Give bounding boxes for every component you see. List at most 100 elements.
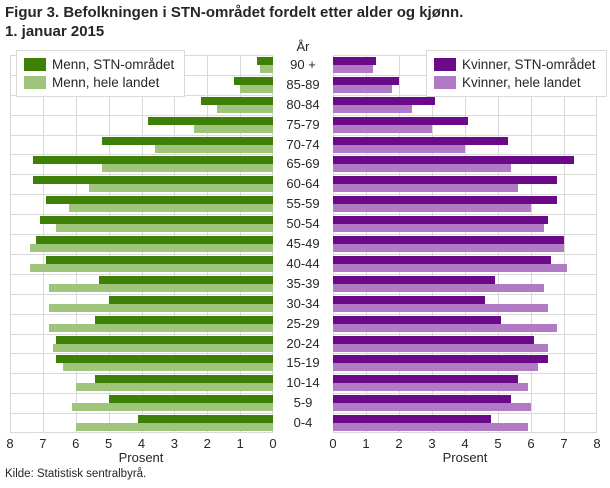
x-tick-8: 8 [6, 436, 14, 451]
bar-kvinner_land-40-44[interactable] [333, 264, 568, 272]
legend-menn: Menn, STN-området Menn, hele landet [16, 50, 186, 97]
bar-menn_stn-55-59[interactable] [46, 196, 273, 204]
bar-kvinner_land-25-29[interactable] [333, 324, 558, 332]
bar-kvinner_land-80-84[interactable] [333, 105, 413, 113]
bar-menn_stn-85-89[interactable] [233, 77, 273, 85]
bar-menn_stn-5-9[interactable] [108, 395, 273, 403]
bar-kvinner_land-90+[interactable] [333, 65, 373, 73]
kvinner-plot-area [333, 55, 597, 433]
bar-kvinner_land-85-89[interactable] [333, 85, 393, 93]
bar-menn_stn-40-44[interactable] [46, 256, 273, 264]
bar-kvinner_land-70-74[interactable] [333, 145, 465, 153]
gridline-vertical [564, 55, 565, 433]
gridline-horizontal [333, 194, 597, 195]
bar-kvinner_land-35-39[interactable] [333, 284, 545, 292]
bar-kvinner_land-30-34[interactable] [333, 304, 548, 312]
bar-menn_land-35-39[interactable] [49, 284, 273, 292]
bar-menn_stn-0-4[interactable] [138, 415, 273, 423]
bar-menn_stn-90+[interactable] [256, 57, 273, 65]
bar-menn_land-45-49[interactable] [29, 244, 273, 252]
x-ticks-kvinner: 0 1 2 3 4 5 6 7 8 [329, 436, 600, 452]
bar-kvinner_land-45-49[interactable] [333, 244, 564, 252]
x-tick-1: 1 [236, 436, 244, 451]
bar-menn_land-25-29[interactable] [49, 324, 273, 332]
bar-menn_land-15-19[interactable] [62, 363, 273, 371]
bar-menn_land-55-59[interactable] [69, 204, 273, 212]
bar-menn_land-10-14[interactable] [75, 383, 273, 391]
bar-kvinner_stn-5-9[interactable] [333, 395, 512, 403]
gridline-horizontal [10, 135, 273, 136]
bar-menn_stn-20-24[interactable] [56, 336, 273, 344]
bar-menn_stn-10-14[interactable] [95, 375, 273, 383]
bar-menn_land-85-89[interactable] [240, 85, 273, 93]
bar-menn_land-0-4[interactable] [75, 423, 273, 431]
x-tick-4: 4 [461, 436, 469, 451]
bar-kvinner_stn-35-39[interactable] [333, 276, 495, 284]
legend-label-kvinner-stn: Kvinner, STN-området [462, 56, 596, 72]
age-label-60-64: 60-64 [286, 176, 320, 191]
bar-kvinner_stn-55-59[interactable] [333, 196, 558, 204]
bar-kvinner_land-20-24[interactable] [333, 344, 548, 352]
bar-menn_land-90+[interactable] [259, 65, 273, 73]
bar-kvinner_stn-90+[interactable] [333, 57, 376, 65]
bar-menn_land-50-54[interactable] [56, 224, 273, 232]
bar-menn_land-60-64[interactable] [88, 184, 273, 192]
bar-menn_land-5-9[interactable] [72, 403, 273, 411]
x-tick-2: 2 [395, 436, 403, 451]
bar-menn_land-65-69[interactable] [102, 164, 273, 172]
bar-kvinner_stn-75-79[interactable] [333, 117, 469, 125]
bar-kvinner_stn-40-44[interactable] [333, 256, 551, 264]
bar-menn_stn-60-64[interactable] [33, 176, 273, 184]
bar-kvinner_stn-50-54[interactable] [333, 216, 548, 224]
bar-kvinner_stn-45-49[interactable] [333, 236, 564, 244]
bar-menn_stn-30-34[interactable] [108, 296, 273, 304]
bar-kvinner_stn-85-89[interactable] [333, 77, 399, 85]
bar-menn_stn-35-39[interactable] [98, 276, 273, 284]
bar-menn_land-70-74[interactable] [154, 145, 273, 153]
bar-kvinner_land-65-69[interactable] [333, 164, 512, 172]
bar-kvinner_stn-15-19[interactable] [333, 355, 548, 363]
bar-menn_stn-65-69[interactable] [33, 156, 273, 164]
bar-kvinner_stn-20-24[interactable] [333, 336, 535, 344]
bar-kvinner_stn-60-64[interactable] [333, 176, 558, 184]
bar-kvinner_stn-65-69[interactable] [333, 156, 574, 164]
age-label-90+: 90 + [290, 57, 316, 72]
bar-kvinner_land-50-54[interactable] [333, 224, 545, 232]
bar-menn_stn-75-79[interactable] [148, 117, 273, 125]
bar-kvinner_land-10-14[interactable] [333, 383, 528, 391]
bar-menn_stn-50-54[interactable] [39, 216, 273, 224]
bar-kvinner_land-0-4[interactable] [333, 423, 528, 431]
bar-kvinner_land-55-59[interactable] [333, 204, 531, 212]
bar-kvinner_land-15-19[interactable] [333, 363, 538, 371]
bar-kvinner_land-75-79[interactable] [333, 125, 432, 133]
bar-menn_stn-45-49[interactable] [36, 236, 273, 244]
bar-menn_stn-80-84[interactable] [200, 97, 273, 105]
x-tick-6: 6 [527, 436, 535, 451]
bar-kvinner_land-60-64[interactable] [333, 184, 518, 192]
age-label-85-89: 85-89 [286, 77, 320, 92]
age-label-25-29: 25-29 [286, 316, 320, 331]
chart-title-line1: Figur 3. Befolkningen i STN-området ford… [5, 4, 464, 21]
bar-menn_stn-70-74[interactable] [102, 137, 273, 145]
bar-menn_land-20-24[interactable] [52, 344, 273, 352]
bar-menn_land-80-84[interactable] [217, 105, 273, 113]
bar-kvinner_stn-30-34[interactable] [333, 296, 485, 304]
age-label-15-19: 15-19 [286, 355, 320, 370]
bar-menn_land-40-44[interactable] [29, 264, 273, 272]
bar-kvinner_stn-0-4[interactable] [333, 415, 492, 423]
x-tick-3: 3 [428, 436, 436, 451]
bar-kvinner_stn-70-74[interactable] [333, 137, 508, 145]
bar-menn_land-75-79[interactable] [194, 125, 273, 133]
bar-menn_stn-15-19[interactable] [56, 355, 273, 363]
gridline-horizontal [333, 393, 597, 394]
bar-kvinner_stn-10-14[interactable] [333, 375, 518, 383]
gridline-horizontal [10, 274, 273, 275]
bar-menn_stn-25-29[interactable] [95, 316, 273, 324]
bar-kvinner_stn-80-84[interactable] [333, 97, 436, 105]
bar-kvinner_stn-25-29[interactable] [333, 316, 502, 324]
gridline-horizontal [10, 254, 273, 255]
bar-kvinner_land-5-9[interactable] [333, 403, 531, 411]
age-group-labels: 90 + 85-89 80-84 75-79 70-74 65-69 60-64 55-59 5… [273, 55, 333, 433]
bar-menn_land-30-34[interactable] [49, 304, 273, 312]
gridline-horizontal [333, 135, 597, 136]
